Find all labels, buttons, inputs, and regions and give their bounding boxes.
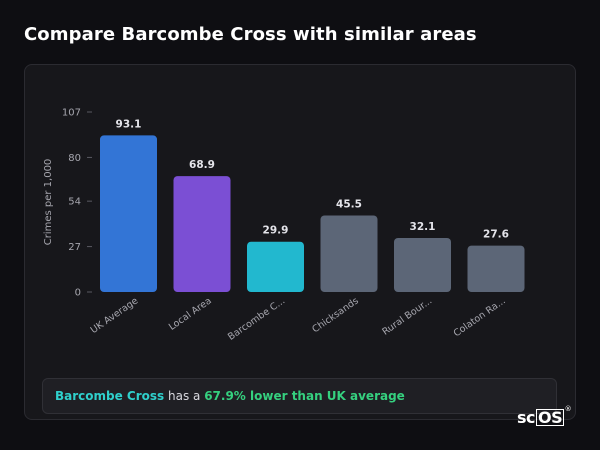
bar-2[interactable] [247,241,304,292]
bar-0[interactable] [100,135,157,292]
x-tick-label-2: Barcombe C... [226,295,287,342]
y-axis: 0 27 54 80 107 [62,108,92,299]
summary-middle: has a [164,389,205,403]
x-tick-label-3: Chicksands [310,295,360,335]
value-label-5: 27.6 [483,229,509,241]
scos-logo: sc OS ® [517,405,572,427]
summary-highlight: 67.9% lower than UK average [204,389,405,403]
summary-place: Barcombe Cross [55,389,165,403]
y-tick-label-4: 107 [62,108,81,119]
value-label-4: 32.1 [410,221,436,233]
bar-3[interactable] [320,215,378,292]
y-tick-label-0: 0 [75,288,81,299]
bar-4[interactable] [394,238,451,292]
value-labels: 93.1 68.9 29.9 45.5 32.1 27.6 [116,118,509,240]
value-label-1: 68.9 [189,159,215,171]
y-tick-label-3: 80 [68,153,81,164]
page-title: Compare Barcombe Cross with similar area… [24,24,477,45]
x-tick-label-1: Local Area [167,295,214,332]
y-tick-label-1: 27 [68,242,81,253]
value-label-3: 45.5 [336,198,362,210]
logo-boxed: OS [536,408,565,427]
chart-card: 0 27 54 80 107 Crimes per 1,000 93.1 68.9 29.9… [24,64,576,420]
bars [100,135,525,292]
summary-banner: Barcombe Cross has a 67.9% lower than UK… [42,378,557,414]
x-tick-label-5: Colaton Ra... [452,295,508,339]
bar-5[interactable] [467,245,525,292]
logo-prefix: sc [517,408,536,427]
x-axis-labels: UK Average Local Area Barcombe C... Chicksa… [89,295,508,342]
logo-registered-mark: ® [564,405,572,413]
value-label-0: 93.1 [116,118,142,130]
x-tick-label-0: UK Average [89,295,141,336]
y-axis-label: Crimes per 1,000 [43,159,54,246]
y-tick-label-2: 54 [68,197,81,208]
x-tick-label-4: Rural Bour... [380,295,434,337]
bar-1[interactable] [173,176,231,292]
bar-chart: 0 27 54 80 107 Crimes per 1,000 93.1 68.9 29.9… [43,108,525,343]
value-label-2: 29.9 [263,225,289,237]
